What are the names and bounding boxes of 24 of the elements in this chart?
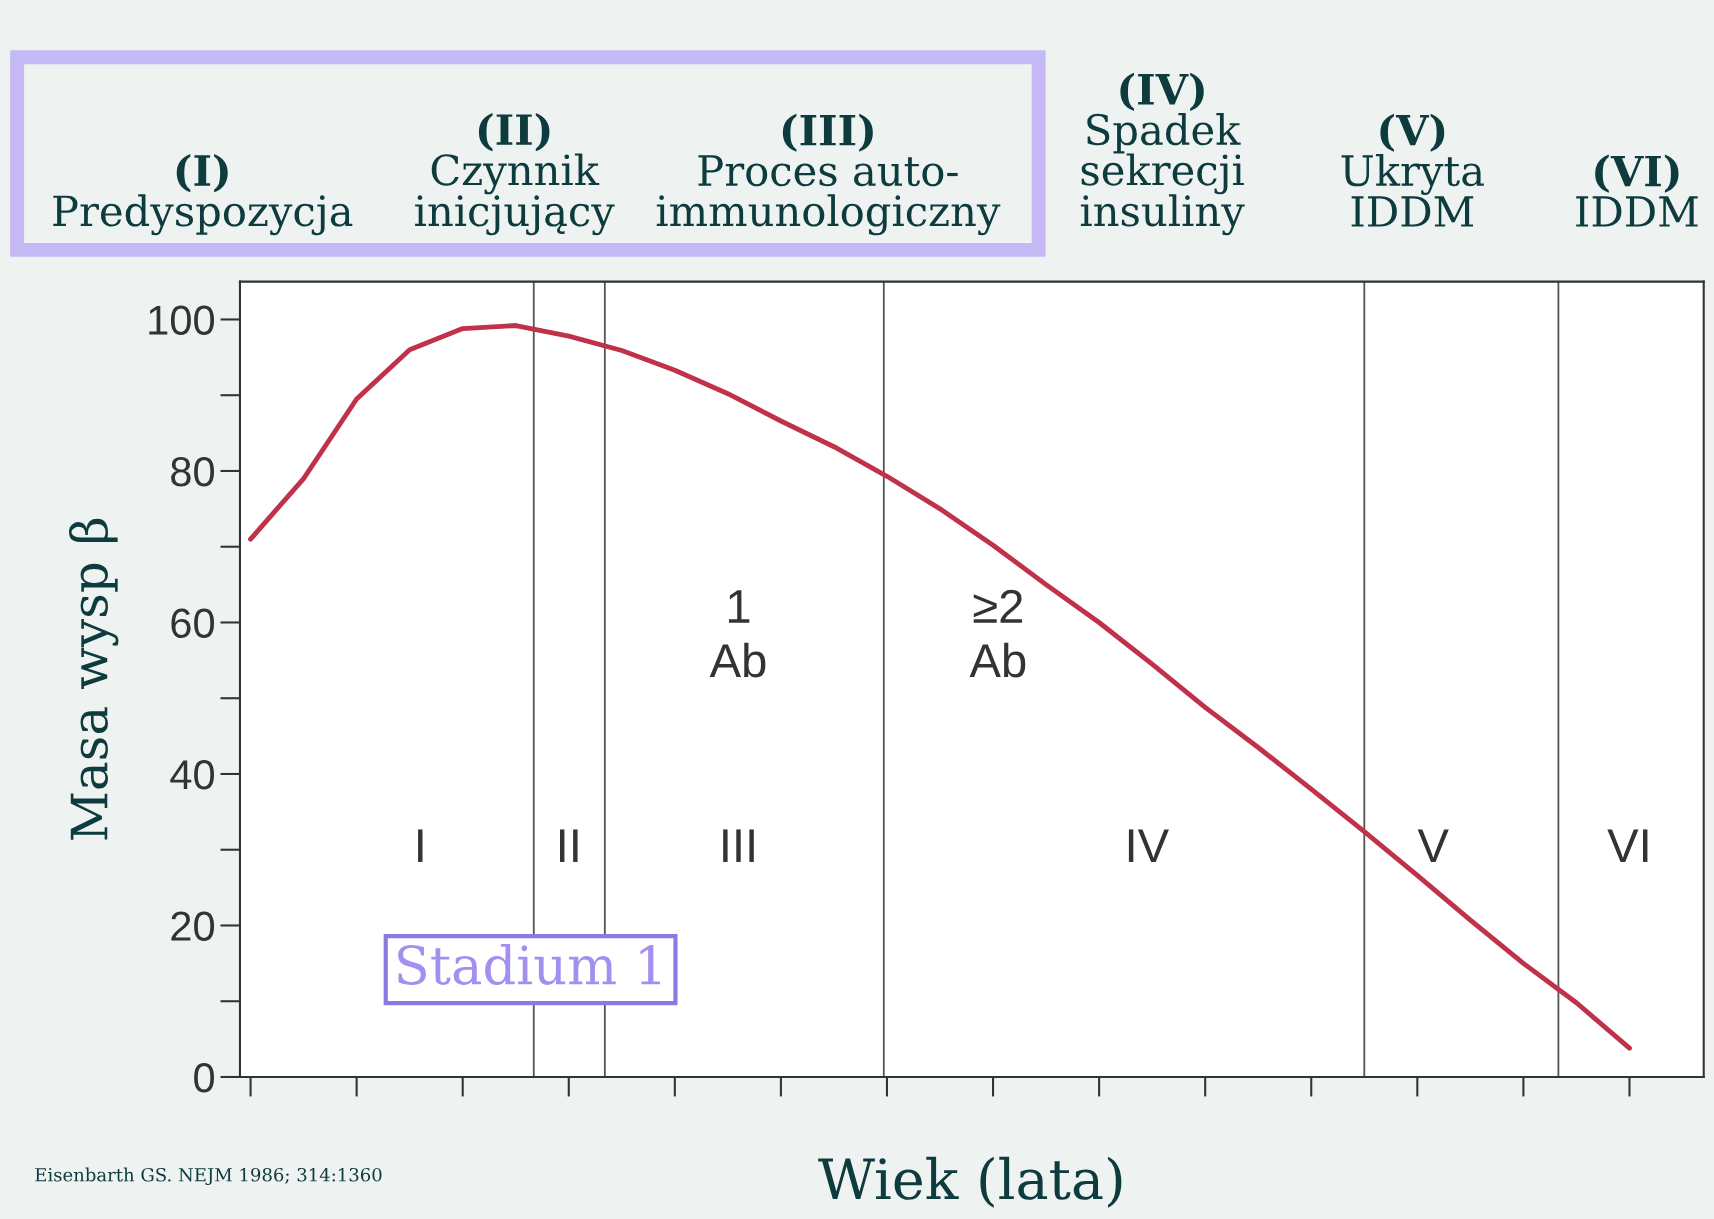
- text: (II) Czynnik inicjujący: [415, 113, 615, 236]
- annotation: VI: [1607, 829, 1648, 862]
- y-tick-label: 40: [170, 759, 215, 790]
- text: Eisenbarth GS. NEJM 1986; 314:1360: [35, 1167, 382, 1186]
- annotation: II: [560, 829, 578, 862]
- text: (III) Proces auto- immunologiczny: [656, 113, 1001, 236]
- x-axis-title: Wiek (lata): [818, 1156, 1122, 1208]
- annotation: IV: [1128, 829, 1169, 862]
- annotation: 1 Ab: [709, 590, 766, 678]
- text: (IV) Spadek sekrecji insuliny: [1080, 72, 1245, 236]
- annotation: I: [418, 829, 423, 862]
- text: (VI) IDDM: [1576, 154, 1698, 227]
- annotation: V: [1417, 829, 1449, 862]
- y-tick-label: 0: [194, 1062, 215, 1093]
- y-tick-label: 20: [171, 911, 215, 941]
- y-tick-label: 60: [171, 608, 215, 638]
- annotation: ≥2 Ab: [969, 589, 1026, 678]
- annotation: Stadium 1: [398, 944, 661, 985]
- y-tick-label: 80: [171, 456, 215, 487]
- text: (I) Predyspozycja: [53, 154, 353, 236]
- text: (V) Ukryta IDDM: [1341, 113, 1484, 227]
- y-tick-label: 100: [149, 305, 215, 335]
- annotation: III: [723, 829, 754, 862]
- y-axis-title: Masa wysp β: [69, 518, 119, 840]
